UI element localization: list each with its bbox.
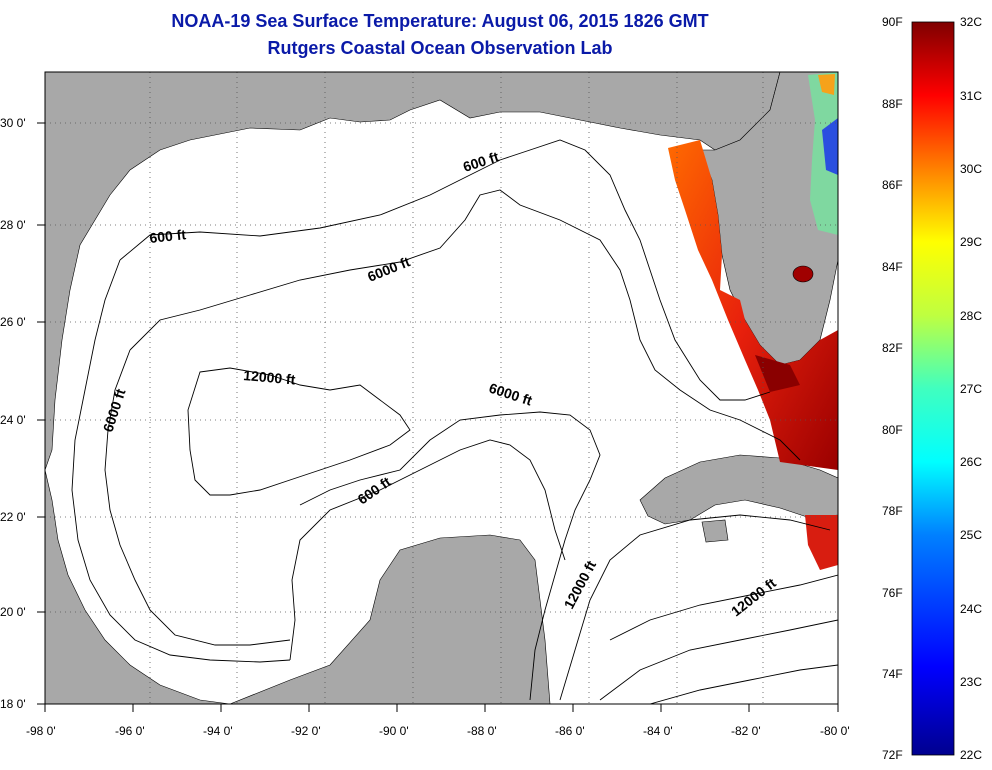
colorbar-f-label: 90F (882, 15, 903, 29)
lat-label: 22 0' (0, 510, 26, 524)
colorbar-f-label: 84F (882, 260, 903, 274)
colorbar-f-label: 88F (882, 97, 903, 111)
lon-label: -90 0' (379, 724, 409, 738)
colorbar-c-label: 27C (960, 382, 983, 396)
contour-label-600-west: 600 ft (149, 226, 187, 246)
land-mexico (45, 469, 231, 704)
lat-label: 30 0' (0, 116, 26, 130)
lon-label: -98 0' (26, 724, 56, 738)
land-isle-of-youth (701, 519, 729, 543)
colorbar-f-label: 74F (882, 667, 903, 681)
colorbar-c-label: 26C (960, 455, 983, 469)
colorbar-f-label: 82F (882, 341, 903, 355)
colorbar-c-label: 25C (960, 528, 983, 542)
colorbar-f-label: 76F (882, 586, 903, 600)
colorbar-f-label: 80F (882, 423, 903, 437)
sst-swath-cuba (805, 515, 838, 570)
lon-label: -88 0' (467, 724, 497, 738)
colorbar-c-label: 30C (960, 162, 983, 176)
colorbar-c-label: 22C (960, 748, 983, 762)
colorbar-c-label: 24C (960, 602, 983, 616)
map-frame (44, 71, 839, 705)
lat-label: 20 0' (0, 605, 26, 619)
axis-ticks (37, 122, 839, 712)
lon-label: -92 0' (291, 724, 321, 738)
bathymetry-contours (71, 139, 838, 704)
colorbar (911, 21, 955, 756)
contour-label-12000-central: 12000 ft (243, 367, 297, 388)
colorbar-c-label: 32C (960, 15, 983, 29)
map-subtitle: Rutgers Coastal Ocean Observation Lab (267, 38, 613, 58)
colorbar-c-label: 23C (960, 675, 983, 689)
lon-label: -84 0' (643, 724, 673, 738)
lon-label: -94 0' (203, 724, 233, 738)
lon-label: -86 0' (555, 724, 585, 738)
lat-label: 18 0' (0, 697, 26, 711)
colorbar-f-label: 78F (882, 504, 903, 518)
colorbar-f-label: 72F (882, 748, 903, 762)
map-title: NOAA-19 Sea Surface Temperature: August … (171, 11, 709, 31)
sst-swath-florida (668, 140, 838, 470)
lon-label: -82 0' (731, 724, 761, 738)
lat-label: 24 0' (0, 413, 26, 427)
land-yucatan (229, 534, 551, 704)
colorbar-c-label: 29C (960, 235, 983, 249)
lat-label: 26 0' (0, 315, 26, 329)
sst-swath-atlantic (808, 72, 838, 235)
lon-label: -80 0' (820, 724, 850, 738)
colorbar-c-label: 31C (960, 89, 983, 103)
lat-label: 28 0' (0, 218, 26, 232)
colorbar-c-label: 28C (960, 309, 983, 323)
colorbar-f-label: 86F (882, 178, 903, 192)
lon-label: -96 0' (115, 724, 145, 738)
